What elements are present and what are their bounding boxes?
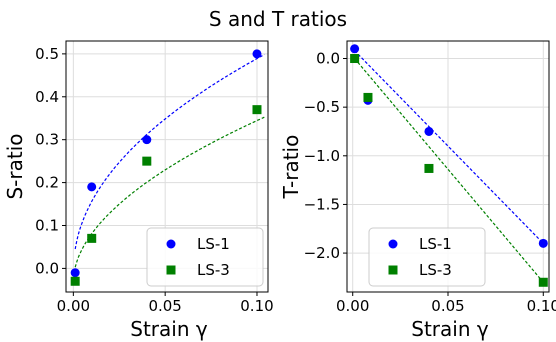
t-ratio-point-ls-3 bbox=[350, 54, 360, 64]
s-ratio-legend-box bbox=[146, 227, 264, 287]
t-ratio-point-ls-1 bbox=[424, 126, 434, 136]
t-ratio-legend-label-ls-3: LS-3 bbox=[419, 261, 452, 279]
t-ratio-y-axis-label: T-ratio bbox=[279, 135, 303, 200]
t-ratio-point-ls-3 bbox=[538, 277, 548, 287]
t-ratio-y-tick-label: −1.5 bbox=[304, 195, 340, 213]
s-ratio-legend: LS-1 LS-3 bbox=[146, 227, 264, 287]
t-ratio-legend: LS-1 LS-3 bbox=[368, 227, 486, 287]
s-ratio-point-ls-1 bbox=[252, 49, 262, 59]
t-ratio-y-tick-label: 0.0 bbox=[316, 50, 340, 68]
s-ratio-y-tick-label: 0.4 bbox=[35, 88, 59, 106]
t-ratio-point-ls-1 bbox=[538, 238, 548, 248]
t-ratio-x-tick-label: 0.00 bbox=[336, 297, 369, 315]
t-ratio-legend-marker-ls-3 bbox=[388, 265, 398, 275]
s-ratio-point-ls-3 bbox=[70, 276, 80, 286]
t-ratio-y-tick-label: −0.5 bbox=[304, 98, 340, 116]
t-ratio-x-axis-label: Strain γ bbox=[411, 317, 489, 341]
t-ratio-point-ls-3 bbox=[363, 92, 373, 102]
s-ratio-x-tick-label: 0.00 bbox=[57, 297, 90, 315]
s-ratio-legend-marker-ls-3 bbox=[166, 265, 176, 275]
s-ratio-x-tick-label: 0.10 bbox=[240, 297, 273, 315]
s-ratio-point-ls-1 bbox=[70, 268, 80, 278]
s-ratio-fit-line-ls-1 bbox=[74, 53, 265, 250]
s-ratio-x-axis-label: Strain γ bbox=[130, 317, 208, 341]
s-ratio-fit-line-ls-3 bbox=[74, 116, 265, 268]
s-ratio-x-tick-label: 0.05 bbox=[148, 297, 181, 315]
t-ratio-y-tick-label: −1.0 bbox=[304, 147, 340, 165]
s-ratio-y-tick-label: 0.1 bbox=[35, 216, 59, 234]
s-ratio-axes-frame bbox=[65, 40, 269, 293]
figure-title: S and T ratios bbox=[209, 7, 347, 31]
t-ratio-x-tick-label: 0.05 bbox=[431, 297, 464, 315]
t-ratio-legend-label-ls-1: LS-1 bbox=[419, 235, 452, 253]
t-ratio-point-ls-3 bbox=[424, 163, 434, 173]
s-ratio-point-ls-3 bbox=[87, 233, 97, 243]
s-ratio-point-ls-1 bbox=[142, 135, 152, 145]
s-ratio-point-ls-1 bbox=[87, 182, 97, 192]
t-ratio-fit-line-ls-1 bbox=[354, 50, 544, 244]
s-ratio-y-tick-label: 0.3 bbox=[35, 131, 59, 149]
t-ratio-legend-box bbox=[368, 227, 486, 287]
s-ratio-legend-label-ls-3: LS-3 bbox=[197, 261, 230, 279]
t-ratio-x-tick-label: 0.10 bbox=[527, 297, 556, 315]
t-ratio-fit-line-ls-3 bbox=[354, 58, 544, 283]
t-ratio-chart: 0.00 0.05 0.10 0.0 −0.5 −1.0 −1.5 −2.0 Strain γ T… bbox=[279, 40, 556, 341]
t-ratio-y-tick-label: −2.0 bbox=[304, 244, 340, 262]
s-ratio-chart: 0.00 0.05 0.10 0.0 0.1 0.2 0.3 0.4 0.5 Strain γ S-… bbox=[3, 40, 274, 341]
s-ratio-legend-marker-ls-1 bbox=[166, 239, 176, 249]
s-ratio-y-tick-label: 0.0 bbox=[35, 259, 59, 277]
t-ratio-point-ls-1 bbox=[350, 44, 360, 54]
t-ratio-legend-marker-ls-1 bbox=[388, 239, 398, 249]
s-ratio-point-ls-3 bbox=[252, 105, 262, 115]
s-ratio-point-ls-3 bbox=[142, 156, 152, 166]
s-ratio-legend-label-ls-1: LS-1 bbox=[197, 235, 230, 253]
s-ratio-y-tick-label: 0.2 bbox=[35, 174, 59, 192]
s-ratio-y-tick-label: 0.5 bbox=[35, 45, 59, 63]
s-ratio-y-axis-label: S-ratio bbox=[3, 133, 27, 199]
